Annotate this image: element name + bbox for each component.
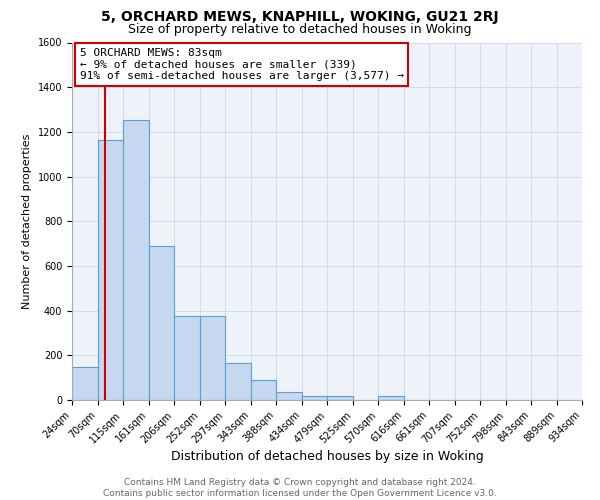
Bar	[174, 316, 200, 400]
Y-axis label: Number of detached properties: Number of detached properties	[22, 134, 32, 309]
Bar	[302, 396, 327, 400]
Bar	[149, 246, 174, 400]
Bar	[251, 380, 276, 400]
Text: Size of property relative to detached houses in Woking: Size of property relative to detached ho…	[128, 22, 472, 36]
Bar	[276, 392, 302, 400]
Text: 5, ORCHARD MEWS, KNAPHILL, WOKING, GU21 2RJ: 5, ORCHARD MEWS, KNAPHILL, WOKING, GU21 …	[101, 10, 499, 24]
Text: 5 ORCHARD MEWS: 83sqm
← 9% of detached houses are smaller (339)
91% of semi-deta: 5 ORCHARD MEWS: 83sqm ← 9% of detached h…	[80, 48, 404, 81]
Bar	[378, 396, 404, 400]
Bar	[72, 367, 98, 400]
Bar	[123, 120, 149, 400]
Text: Contains HM Land Registry data © Crown copyright and database right 2024.
Contai: Contains HM Land Registry data © Crown c…	[103, 478, 497, 498]
Bar	[200, 316, 225, 400]
Bar	[225, 363, 251, 400]
Bar	[327, 396, 353, 400]
X-axis label: Distribution of detached houses by size in Woking: Distribution of detached houses by size …	[170, 450, 484, 464]
Bar	[98, 140, 123, 400]
